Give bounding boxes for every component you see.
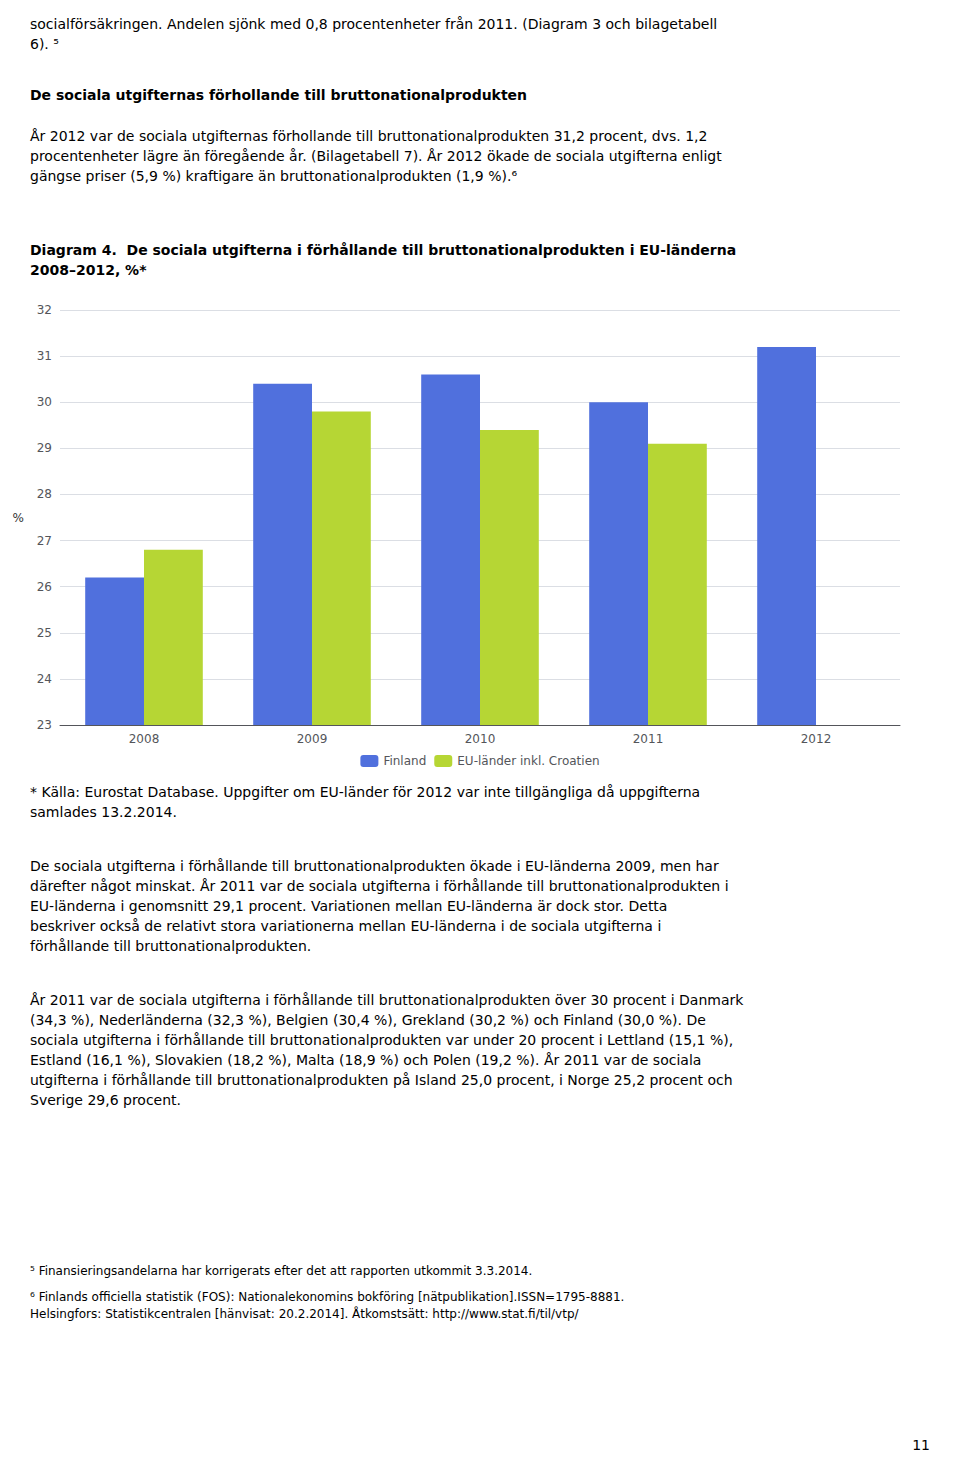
svg-text:De sociala utgifternas förholl: De sociala utgifternas förhollande till … (30, 87, 527, 103)
svg-text:(34,3 %), Nederländerna (32,3: (34,3 %), Nederländerna (32,3 %), Belgie… (30, 1012, 706, 1028)
svg-text:26: 26 (37, 580, 52, 594)
svg-text:förhållande till bruttonationa: förhållande till bruttonationalprodukten… (30, 938, 311, 954)
svg-text:32: 32 (37, 303, 52, 317)
svg-text:sociala utgifterna i förhållan: sociala utgifterna i förhållande till br… (30, 1032, 733, 1048)
svg-text:2008–2012, %*: 2008–2012, %* (30, 262, 147, 278)
svg-text:31: 31 (37, 349, 52, 363)
svg-text:2008: 2008 (129, 732, 160, 746)
svg-text:2011: 2011 (633, 732, 664, 746)
svg-text:%: % (13, 511, 24, 525)
svg-text:29: 29 (37, 441, 52, 455)
svg-text:År 2011 var de sociala utgifte: År 2011 var de sociala utgifterna i förh… (30, 992, 744, 1008)
svg-text:30: 30 (37, 395, 52, 409)
svg-text:De sociala utgifterna i förhål: De sociala utgifterna i förhållande till… (30, 858, 719, 874)
svg-text:2009: 2009 (297, 732, 328, 746)
svg-text:27: 27 (37, 534, 52, 548)
svg-text:År 2012 var de sociala utgifte: År 2012 var de sociala utgifternas förho… (30, 128, 707, 144)
svg-text:2010: 2010 (465, 732, 496, 746)
svg-text:gängse priser (5,9 %) kraftiga: gängse priser (5,9 %) kraftigare än brut… (30, 168, 517, 184)
svg-text:samlades 13.2.2014.: samlades 13.2.2014. (30, 804, 177, 820)
svg-text:* Källa: Eurostat Database. Up: * Källa: Eurostat Database. Uppgifter om… (30, 784, 700, 800)
svg-text:23: 23 (37, 718, 52, 732)
svg-text:Sverige 29,6 procent.: Sverige 29,6 procent. (30, 1092, 181, 1108)
svg-text:28: 28 (37, 487, 52, 501)
svg-text:beskriver också de relativt st: beskriver också de relativt stora variat… (30, 918, 661, 934)
svg-text:⁶ Finlands officiella statisti: ⁶ Finlands officiella statistik (FOS): N… (30, 1290, 624, 1304)
svg-text:utgifterna i förhållande till: utgifterna i förhållande till bruttonati… (30, 1072, 733, 1088)
svg-text:procentenheter lägre än föregå: procentenheter lägre än föregående år. (… (30, 148, 722, 164)
svg-text:Diagram 4. De sociala utgifte: Diagram 4. De sociala utgifterna i förhå… (30, 242, 736, 258)
svg-text:2012: 2012 (801, 732, 832, 746)
svg-text:⁵ Finansieringsandelarna har k: ⁵ Finansieringsandelarna har korrigerats… (30, 1264, 532, 1278)
svg-text:Estland (16,1 %), Slovakien (1: Estland (16,1 %), Slovakien (18,2 %), Ma… (30, 1052, 701, 1068)
svg-text:24: 24 (37, 672, 52, 686)
svg-text:11: 11 (912, 1437, 930, 1453)
svg-text:25: 25 (37, 626, 52, 640)
svg-text:EU-länderna i genomsnitt 29,1: EU-länderna i genomsnitt 29,1 procent. V… (30, 898, 667, 914)
svg-text:6). ⁵: 6). ⁵ (30, 36, 59, 52)
svg-text:socialförsäkringen. Andelen sj: socialförsäkringen. Andelen sjönk med 0,… (30, 16, 717, 32)
svg-text:därefter något minskat. År 201: därefter något minskat. År 2011 var de s… (30, 878, 729, 894)
svg-text:EU-länder inkl. Croatien: EU-länder inkl. Croatien (457, 754, 599, 768)
svg-text:Finland: Finland (383, 754, 426, 768)
svg-text:Helsingfors: Statistikcentrale: Helsingfors: Statistikcentralen [hänvisa… (30, 1306, 580, 1321)
